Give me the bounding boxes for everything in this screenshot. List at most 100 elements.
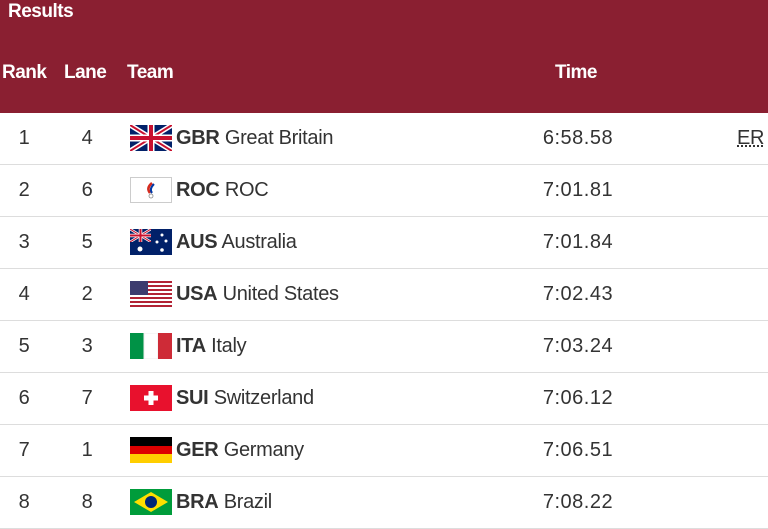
team: ITA Italy [176, 321, 247, 372]
lane: 7 [81, 387, 93, 409]
flag-icon [130, 437, 172, 463]
result-row: 3 5 AUS Australia 7:01.84 [0, 217, 768, 269]
flag-icon [130, 281, 172, 307]
team-code: USA [176, 283, 218, 305]
column-header: Team [127, 62, 174, 83]
flag-shape [160, 248, 164, 252]
time: 7:01.84 [542, 231, 614, 253]
flag-shape [130, 281, 172, 283]
lane: 5 [81, 231, 93, 253]
flag-shape [130, 293, 172, 295]
team-code: GBR [176, 127, 220, 149]
header-title: Results [8, 1, 74, 22]
team: BRA Brazil [176, 477, 272, 528]
flag-shape [147, 182, 153, 194]
flag-icon [130, 333, 172, 359]
team-code: GER [176, 439, 219, 461]
team: GER Germany [176, 425, 304, 476]
lane: 2 [81, 283, 93, 305]
flag-shape [130, 125, 172, 151]
rank: 5 [18, 335, 30, 357]
rank: 6 [18, 387, 30, 409]
result-row: 7 1 GER Germany 7:06.51 [0, 425, 768, 477]
time: 7:06.51 [542, 439, 614, 461]
flag-shape [130, 301, 172, 303]
lane: 8 [81, 491, 93, 513]
flag-shape [158, 333, 172, 359]
team-name: Germany [223, 439, 304, 461]
time: 7:06.12 [542, 387, 614, 409]
rank: 4 [18, 283, 30, 305]
flag-icon [130, 229, 172, 255]
time: 7:03.24 [542, 335, 614, 357]
flag-shape [148, 193, 154, 199]
team-code: ITA [176, 335, 206, 357]
result-row: 8 8 BRA Brazil 7:08.22 [0, 477, 768, 529]
team-code: BRA [176, 491, 219, 513]
team-code: SUI [176, 387, 209, 409]
flag-shape [155, 240, 159, 244]
result-row: 2 6 ROC ROC 7:01.81 [0, 165, 768, 217]
column-header: Lane [64, 62, 107, 83]
team: GBR Great Britain [176, 113, 333, 164]
flag-shape [149, 183, 155, 194]
team: USA United States [176, 269, 339, 320]
flag-icon [130, 489, 172, 515]
result-row: 5 3 ITA Italy 7:03.24 [0, 321, 768, 373]
lane: 4 [81, 127, 93, 149]
rank: 1 [18, 127, 30, 149]
team: ROC ROC [176, 165, 269, 216]
team-code: ROC [176, 179, 220, 201]
flag-shape [130, 305, 172, 307]
flag-shape [164, 239, 168, 243]
flag-shape [130, 281, 148, 295]
rank: 2 [18, 179, 30, 201]
lane: 1 [81, 439, 93, 461]
team-name: ROC [224, 179, 269, 201]
team-name: Brazil [223, 491, 273, 513]
flag-shape [130, 229, 151, 242]
time: 7:02.43 [542, 283, 614, 305]
rank: 7 [18, 439, 30, 461]
flag-shape [130, 446, 172, 454]
flag-shape [130, 454, 172, 463]
time: 7:01.81 [542, 179, 614, 201]
flag-shape [143, 333, 159, 359]
result-row: 4 2 USA United States 7:02.43 [0, 269, 768, 321]
column-header: Rank [2, 62, 47, 83]
rank: 3 [18, 231, 30, 253]
flag-shape [144, 395, 158, 401]
flag-shape [130, 333, 144, 359]
team-name: Italy [211, 335, 247, 357]
time: 6:58.58 [542, 127, 614, 149]
team-name: Switzerland [213, 387, 314, 409]
record-note: ER [737, 127, 765, 149]
time: 7:08.22 [542, 491, 614, 513]
flag-icon [130, 385, 172, 411]
lane: 6 [81, 179, 93, 201]
team: SUI Switzerland [176, 373, 314, 424]
result-row: 1 4 GBR Great Britain 6:58.58 ER [0, 113, 768, 165]
flag-shape [130, 229, 151, 242]
flag-shape [145, 496, 157, 508]
lane: 3 [81, 335, 93, 357]
team-name: Australia [221, 231, 297, 253]
column-header: Time [555, 62, 598, 83]
results-header: Results Rank Lane Team Time [0, 0, 768, 113]
flag-icon [130, 125, 172, 151]
team-name: United States [222, 283, 339, 305]
team: AUS Australia [176, 217, 297, 268]
team-name: Great Britain [224, 127, 334, 149]
flag-icon [130, 177, 172, 203]
flag-shape [130, 437, 172, 446]
flag-shape [160, 233, 164, 237]
team-code: AUS [176, 231, 218, 253]
flag-shape [130, 289, 172, 291]
rank: 8 [18, 491, 30, 513]
flag-shape [137, 246, 143, 252]
flag-shape [130, 285, 172, 287]
flag-shape [130, 297, 172, 299]
result-row: 6 7 SUI Switzerland 7:06.12 [0, 373, 768, 425]
